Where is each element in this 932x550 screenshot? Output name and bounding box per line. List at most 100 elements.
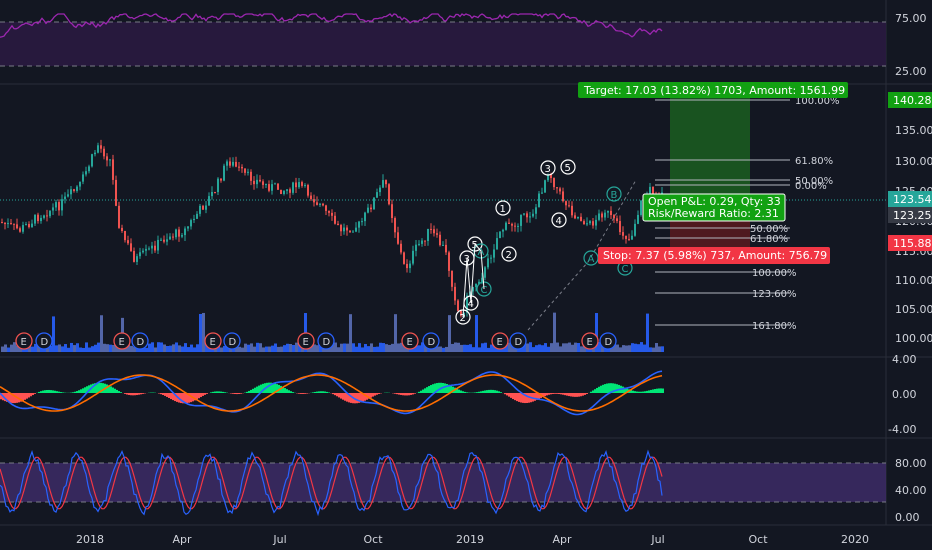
trend-line[interactable] (527, 261, 589, 331)
elliott-wave-circle[interactable] (540, 160, 556, 176)
candle-body (562, 191, 564, 202)
candle-body (184, 228, 186, 236)
stochastic-pane[interactable]: 80.00 40.00 0.00 (0, 449, 927, 525)
candle-body (490, 257, 492, 259)
macd-hist-bar (522, 393, 524, 403)
elliott-wave-circle[interactable] (606, 186, 622, 202)
elliott-wave-circle[interactable] (551, 212, 567, 228)
earnings-marker[interactable] (113, 332, 131, 350)
dividend-marker[interactable] (422, 332, 440, 350)
macd-hist-bar (554, 393, 556, 394)
elliott-wave-circle[interactable] (495, 200, 511, 216)
price-pane[interactable]: 100.00%61.80%50.00%0.00%50.00%61.80%100.… (0, 82, 932, 352)
candlestick-series[interactable] (1, 139, 663, 319)
candle-body (430, 228, 432, 230)
macd-hist-bar (374, 393, 376, 396)
elliott-wave-circle[interactable] (476, 281, 492, 297)
candle-body (412, 250, 414, 264)
candle-body (550, 174, 552, 179)
earnings-marker[interactable] (15, 332, 33, 350)
rsi-pane[interactable]: 75.00 25.00 (0, 12, 927, 78)
target-label-box[interactable]: Target: 17.03 (13.82%) 1703, Amount: 156… (578, 82, 848, 98)
candle-body (28, 224, 30, 228)
volume-bar (328, 346, 331, 352)
macd-hist-bar (410, 393, 412, 395)
macd-hist-bar (8, 393, 10, 403)
earnings-marker[interactable] (401, 332, 419, 350)
dividend-marker[interactable] (223, 332, 241, 350)
dividend-marker[interactable] (599, 332, 617, 350)
earnings-marker[interactable] (204, 332, 222, 350)
target-zone[interactable] (670, 92, 750, 200)
elliott-wave-circle[interactable] (473, 243, 489, 259)
macd-hist-bar (516, 393, 518, 402)
macd-hist-bar (60, 392, 62, 393)
dividend-marker[interactable] (509, 332, 527, 350)
stop-label-box[interactable]: Stop: 7.37 (5.98%) 737, Amount: 756.79 (598, 247, 830, 264)
earnings-marker[interactable] (297, 332, 315, 350)
macd-hist-bar (506, 393, 508, 396)
fib-level-label: 100.00% (752, 268, 797, 279)
candle-body (583, 221, 585, 225)
dividend-marker[interactable] (131, 332, 149, 350)
volume-bar (460, 344, 463, 352)
dividend-marker[interactable] (35, 332, 53, 350)
dividend-marker[interactable] (317, 332, 335, 350)
macd-hist-bar (348, 393, 350, 403)
fibonacci-retracement[interactable]: 100.00%61.80%50.00%0.00%50.00%61.80%100.… (655, 96, 840, 332)
macd-hist-bar (268, 382, 270, 393)
earnings-marker[interactable] (491, 332, 509, 350)
volume-bar (490, 344, 493, 352)
elliott-wave-path[interactable] (462, 242, 485, 318)
macd-hist-bar (406, 393, 408, 396)
volume-bar (55, 345, 58, 352)
macd-hist-bar (306, 393, 308, 394)
candle-body (508, 222, 510, 224)
volume-bar (151, 342, 154, 352)
elliott-wave-circle[interactable] (501, 246, 517, 262)
time-axis[interactable]: 2018 Apr Jul Oct 2019 Apr Jul Oct 2020 (76, 533, 869, 546)
macd-hist-bar (280, 385, 282, 393)
macd-hist-bar (158, 393, 160, 394)
volume-bar (103, 343, 106, 352)
macd-hist-bar (130, 393, 132, 396)
macd-hist-bar (514, 393, 516, 401)
volume-bar (169, 345, 172, 352)
candle-body (277, 183, 279, 190)
candle-body (157, 239, 159, 251)
volume-bar (13, 342, 16, 352)
candle-body (619, 221, 621, 233)
target-label-bg (578, 82, 848, 98)
candle-body (106, 156, 108, 161)
candle-body (73, 189, 75, 191)
candle-body (436, 233, 438, 235)
volume-bar (340, 343, 343, 352)
volume-bar (28, 344, 31, 352)
macd-hist-bar (168, 393, 170, 398)
pnl-box[interactable]: Open P&L: 0.29, Qty: 33 Risk/Reward Rati… (642, 193, 786, 222)
volume-bar (265, 346, 268, 352)
macd-hist-bar (662, 388, 664, 393)
candle-body (652, 186, 654, 195)
earnings-marker[interactable] (581, 332, 599, 350)
candle-body (637, 214, 639, 224)
macd-hist-bar (320, 391, 322, 393)
macd-pane[interactable]: 4.00 0.00 -4.00 (0, 353, 917, 436)
candle-body (610, 210, 612, 216)
volume-bar (640, 342, 643, 352)
macd-hist-bar (624, 387, 626, 393)
price-axis[interactable]: 135.00130.00125.00120.00115.00110.00105.… (895, 124, 932, 345)
macd-hist-bar (632, 390, 634, 393)
macd-hist-bar (78, 390, 80, 393)
macd-hist-bar (460, 390, 462, 393)
trend-line-2[interactable] (587, 179, 637, 263)
volume-bar (538, 344, 541, 352)
volume-bar (247, 344, 250, 352)
candle-body (358, 221, 360, 228)
elliott-wave-circle[interactable] (560, 159, 576, 175)
candle-body (622, 232, 624, 236)
